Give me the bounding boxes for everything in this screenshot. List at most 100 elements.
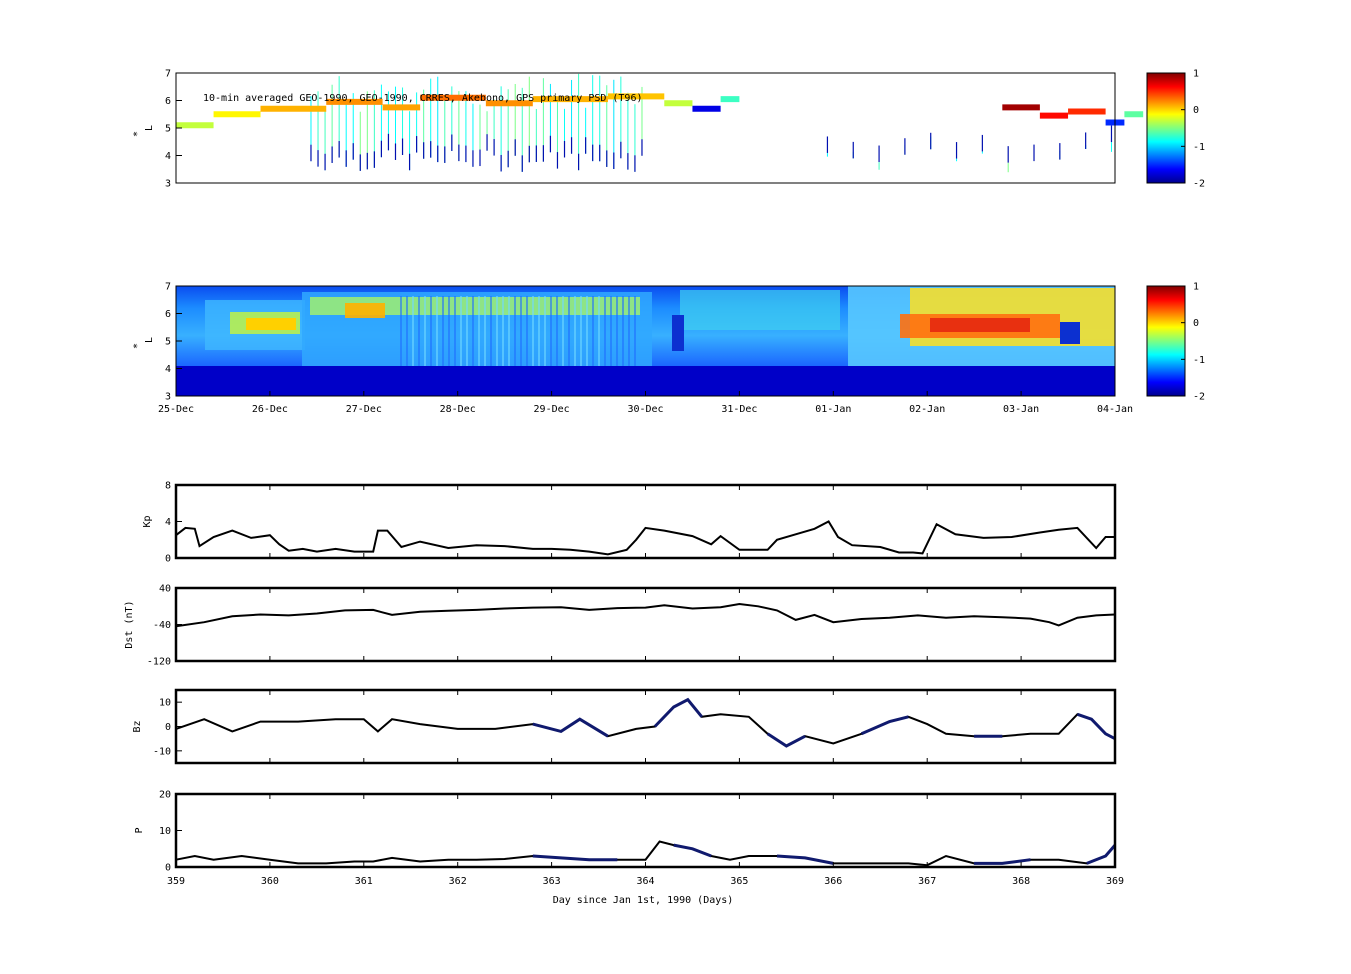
psd-segment [532,96,608,103]
heatmap-block [680,290,840,330]
heatmap-stripe [604,296,606,366]
bz-y-tick-label: -10 [153,746,171,757]
heatmap-block [1060,322,1080,344]
bz-frame [174,688,1117,765]
heatmap-stripe [472,296,474,366]
kp-series-line [175,520,1115,556]
heatmap-stripe [490,296,492,366]
heatmap-vertical-stripes [400,296,636,366]
bz-highlight-line [532,717,609,738]
psd-scatter-y-label-star: * [132,131,143,137]
psd-scatter-y-label-l: L [144,125,155,131]
psd-scatter-y-tick-label: 4 [165,151,171,162]
heatmap-stripe [436,296,438,366]
heatmap-stripe [442,296,444,366]
heatmap-stripe [478,296,480,366]
pressure-x-tick-label: 367 [918,876,936,887]
psd-heatmap-x-tick-label: 04-Jan [1097,404,1133,415]
psd-segment [420,94,486,101]
psd-heatmap-colorbar [1146,285,1186,397]
dst-y-label: Dst (nT) [124,600,135,648]
psd-heatmap-colorbar-tick-label: 0 [1193,318,1199,329]
psd-heatmap-image [176,286,1115,396]
psd-scatter-colorbar-tick-label: 1 [1193,69,1199,80]
psd-scatter-y-label: * L [132,125,155,137]
bz-series-line [175,698,1116,748]
pressure-y-tick-label: 20 [159,790,171,801]
psd-heatmap-x-tick-label: 03-Jan [1003,404,1039,415]
heatmap-stripe [616,296,618,366]
pressure-highlight-line [1086,844,1117,865]
psd-scatter-colorbar-tick-label: -2 [1193,179,1205,190]
psd-segment [260,105,327,112]
psd-heatmap-y-label: * L [132,337,155,349]
heatmap-stripe [502,296,504,366]
psd-heatmap-x-tick-label: 30-Dec [627,404,663,415]
kp-y-tick-label: 8 [165,481,171,492]
psd-heatmap-y-tick-label: 7 [165,282,171,293]
heatmap-stripe [574,296,576,366]
pressure-x-tick-label: 369 [1106,876,1124,887]
heatmap-stripe [550,296,552,366]
heatmap-stripe [424,296,426,366]
heatmap-stripe [532,296,534,366]
dst-y-tick-label: 40 [159,584,171,595]
heatmap-stripe [508,296,510,366]
psd-scatter-y-ticks: 3 4 5 6 7 [165,69,182,190]
dst-panel: -120 -40 40 Dst (nT) [124,584,1117,668]
x-axis-label: Day since Jan 1st, 1990 (Days) [553,895,734,906]
psd-scatter-colorbar-tick-label: 0 [1193,105,1199,116]
psd-heatmap-x-tick-label: 31-Dec [721,404,757,415]
psd-segment [664,100,693,107]
psd-segment [485,100,533,107]
psd-scatter-y-tick-label: 3 [165,179,171,190]
heatmap-stripe [610,296,612,366]
psd-segment [1002,104,1040,111]
psd-segment [1124,111,1144,118]
bz-y-tick-label: 10 [159,698,171,709]
heatmap-block [246,318,296,330]
psd-segment [382,104,421,111]
pressure-highlight-line [776,854,834,865]
psd-heatmap-x-tick-label: 01-Jan [815,404,851,415]
psd-heatmap-x-tick-label: 29-Dec [534,404,570,415]
psd-heatmap-y-tick-label: 4 [165,364,171,375]
psd-heatmap-x-tick-label: 26-Dec [252,404,288,415]
kp-y-tick-label: 0 [165,554,171,565]
psd-heatmap-panel: 3 4 5 6 7 25-Dec 26-Dec 27-Dec 28-Dec 29-Dec 30-D… [132,282,1205,416]
bz-highlight-line [766,732,806,748]
pressure-y-tick-label: 10 [159,826,171,837]
heatmap-stripe [400,296,402,366]
pressure-panel: 0 10 20 P 359 360 361 362 363 364 365 366 367 368 369 [134,790,1124,888]
psd-scatter-colorbar [1146,72,1186,184]
psd-segment [1068,108,1106,115]
pressure-y-tick-label: 0 [165,863,171,874]
psd-heatmap-y-ticks: 3 4 5 6 7 [165,282,182,403]
bz-y-tick-label: 0 [165,722,171,733]
heatmap-stripe [580,296,582,366]
dst-y-tick-label: -40 [153,620,171,631]
dst-frame [174,586,1117,663]
heatmap-block [930,318,1030,332]
heatmap-stripe [418,296,420,366]
heatmap-stripe [562,296,564,366]
pressure-x-tick-label: 360 [261,876,279,887]
psd-scatter-y-tick-label: 7 [165,69,171,80]
heatmap-stripe [454,296,456,366]
pressure-x-tick-label: 359 [167,876,185,887]
psd-segment [720,96,740,103]
bz-panel: -10 0 10 Bz [132,688,1117,765]
psd-heatmap-colorbar-tick-label: -2 [1193,392,1205,403]
psd-heatmap-y-tick-label: 5 [165,337,171,348]
heatmap-stripe [466,296,468,366]
heatmap-stripe [448,296,450,366]
pressure-series-line [175,840,1116,867]
heatmap-stripe [514,296,516,366]
pressure-x-tick-label: 364 [636,876,654,887]
pressure-x-tick-label: 366 [824,876,842,887]
heatmap-stripe [556,296,558,366]
psd-heatmap-y-label-star: * [132,343,143,349]
heatmap-stripe [622,296,624,366]
pressure-highlight-line [974,858,1031,865]
